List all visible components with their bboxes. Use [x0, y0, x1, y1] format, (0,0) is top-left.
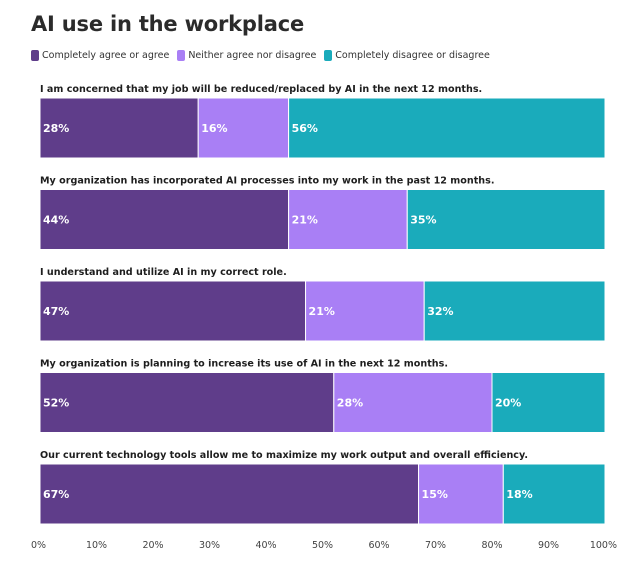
bar-value-label-4-2: 28%	[337, 397, 363, 410]
x-tick-label-3: 30%	[199, 540, 220, 551]
bar-segment-3-2	[305, 280, 425, 342]
bar-value-label-4-3: 20%	[495, 397, 521, 410]
bar-segment-1-3	[288, 97, 606, 159]
chart-title: AI use in the workplace	[31, 12, 305, 36]
x-tick-label-0: 0%	[31, 540, 46, 551]
legend-label-neutral: Neither agree nor disagree	[188, 50, 317, 61]
legend-item-agree: Completely agree or agree	[31, 50, 169, 61]
bar-segment-5-1	[39, 463, 420, 525]
bar-segment-2-1	[39, 189, 290, 250]
question-label-1: I am concerned that my job will be reduc…	[40, 84, 482, 95]
bar-value-label-3-1: 47%	[43, 305, 69, 318]
legend-swatch-agree	[31, 50, 39, 61]
bar-value-label-3-2: 21%	[309, 305, 335, 318]
legend: Completely agree or agree Neither agree …	[31, 50, 493, 61]
bar-value-label-5-3: 18%	[506, 488, 532, 501]
x-tick-label-8: 80%	[481, 540, 502, 551]
bar-segment-4-1	[39, 372, 335, 433]
bar-segment-2-3	[406, 189, 606, 250]
bar-segment-4-2	[333, 372, 493, 433]
bar-value-label-3-3: 32%	[427, 305, 453, 318]
question-label-2: My organization has incorporated AI proc…	[40, 176, 494, 187]
legend-item-neutral: Neither agree nor disagree	[177, 50, 316, 61]
bar-value-label-5-1: 67%	[43, 488, 69, 501]
bar-value-label-2-3: 35%	[410, 214, 436, 227]
legend-swatch-disagree	[324, 50, 333, 61]
bar-segment-5-3	[502, 463, 606, 525]
question-label-5: Our current technology tools allow me to…	[40, 450, 528, 461]
bar-segment-4-3	[491, 372, 606, 433]
bar-segment-1-1	[39, 97, 199, 159]
x-tick-label-7: 70%	[425, 540, 446, 551]
bar-segment-1-2	[197, 97, 290, 159]
legend-label-disagree: Completely disagree or disagree	[335, 50, 490, 61]
question-label-4: My organization is planning to increase …	[40, 359, 448, 370]
legend-label-agree: Completely agree or agree	[42, 50, 170, 61]
x-tick-label-4: 40%	[255, 540, 276, 551]
legend-item-disagree: Completely disagree or disagree	[324, 50, 490, 61]
bar-value-label-5-2: 15%	[422, 488, 448, 501]
x-tick-label-1: 10%	[86, 540, 107, 551]
x-tick-label-10: 100%	[590, 540, 617, 551]
x-tick-label-5: 50%	[312, 540, 333, 551]
bar-value-label-2-1: 44%	[43, 214, 69, 227]
bar-value-label-2-2: 21%	[292, 214, 318, 227]
bar-segment-3-1	[39, 280, 307, 342]
legend-swatch-neutral	[177, 50, 186, 61]
x-tick-label-6: 60%	[368, 540, 389, 551]
bar-value-label-1-1: 28%	[43, 122, 69, 135]
question-label-3: I understand and utilize AI in my correc…	[40, 267, 287, 278]
bar-value-label-1-3: 56%	[292, 122, 318, 135]
bar-value-label-4-1: 52%	[43, 397, 69, 410]
x-tick-label-2: 20%	[142, 540, 163, 551]
bar-segment-3-3	[423, 280, 606, 342]
bar-value-label-1-2: 16%	[201, 122, 227, 135]
x-tick-label-9: 90%	[538, 540, 559, 551]
bar-segment-2-2	[288, 189, 408, 250]
